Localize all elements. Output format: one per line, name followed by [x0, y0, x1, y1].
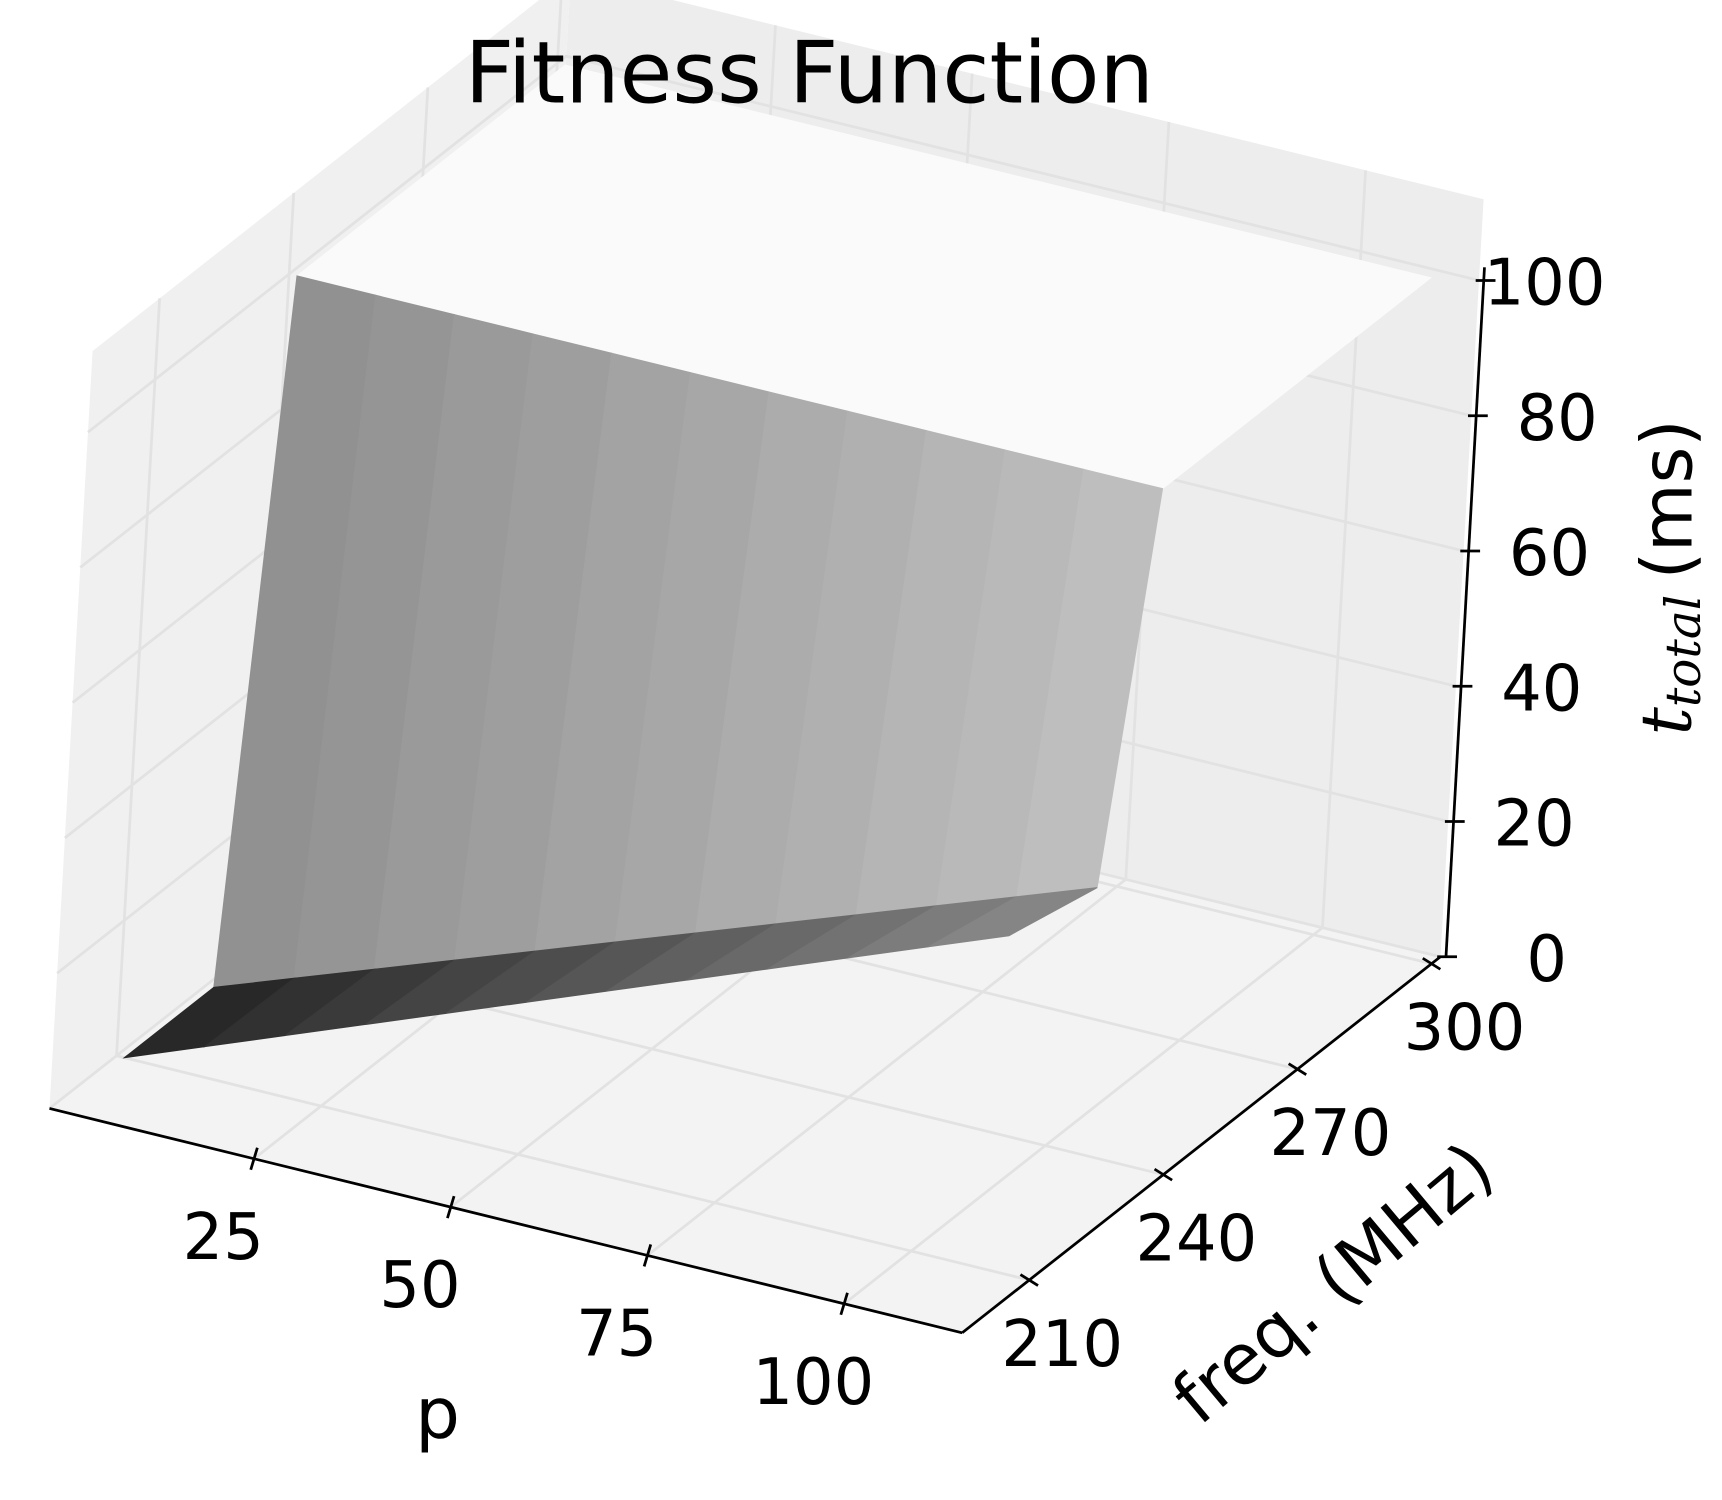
- x-tick-label: 75: [576, 1297, 657, 1371]
- z-label-base: t: [1625, 706, 1707, 735]
- chart-title: Fitness Function: [465, 24, 1154, 124]
- x-tick: [642, 1244, 653, 1267]
- z-axis-label: ttotal (ms): [1625, 419, 1711, 735]
- x-axis-label: p: [415, 1373, 460, 1455]
- y-tick: [1287, 1062, 1307, 1076]
- z-tick-label: 60: [1509, 517, 1590, 591]
- surface: [122, 64, 1432, 1059]
- grid-line: [87, 54, 1480, 434]
- y-tick: [1019, 1273, 1039, 1287]
- x-tick-label: 25: [183, 1201, 264, 1275]
- x-tick-label: 50: [379, 1249, 460, 1323]
- z-tick-label: 100: [1484, 247, 1606, 321]
- y-tick-label: 270: [1270, 1097, 1392, 1171]
- x-tick: [249, 1147, 259, 1171]
- z-tick-label: 80: [1517, 382, 1598, 456]
- z-tick-label: 40: [1501, 652, 1582, 726]
- y-axis: [961, 955, 1442, 1334]
- y-tick-label: 240: [1135, 1202, 1257, 1276]
- y-tick: [1422, 957, 1442, 971]
- z-label-unit: (ms): [1626, 419, 1708, 579]
- surface-patch: [928, 887, 1098, 948]
- z-label-sub: total: [1655, 595, 1711, 707]
- y-axis-label: freq. (MHz): [1157, 1126, 1509, 1440]
- x-tick-label: 100: [752, 1346, 874, 1420]
- z-tick-label: 20: [1494, 788, 1575, 862]
- x-axis: [49, 1107, 963, 1335]
- z-tick-label: 0: [1526, 923, 1567, 997]
- x-tick: [446, 1195, 456, 1219]
- y-tick-label: 300: [1404, 991, 1526, 1065]
- z-axis: [1444, 267, 1486, 957]
- x-tick: [839, 1292, 849, 1316]
- y-tick-label: 210: [1001, 1308, 1123, 1382]
- y-tick: [1153, 1167, 1173, 1182]
